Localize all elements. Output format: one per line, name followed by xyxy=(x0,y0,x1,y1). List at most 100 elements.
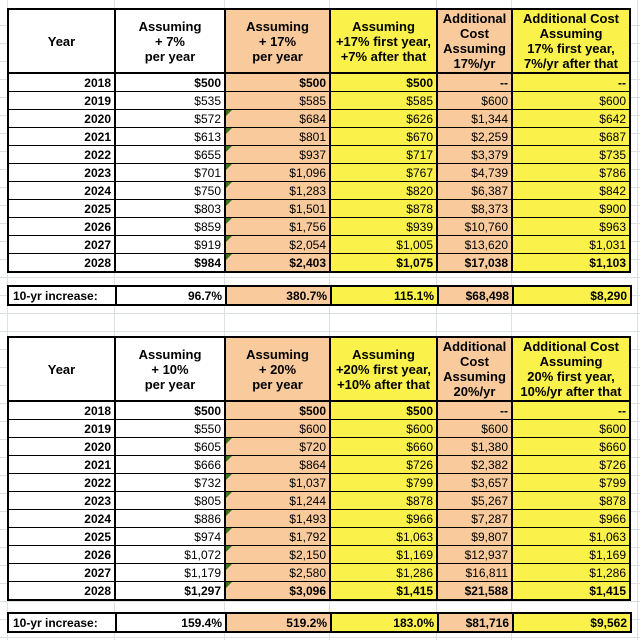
cell[interactable]: $3,657 xyxy=(436,473,513,492)
cell[interactable]: $6,387 xyxy=(436,181,513,200)
cell[interactable]: $655 xyxy=(114,145,226,164)
cell[interactable]: $732 xyxy=(114,473,226,492)
cell[interactable]: $799 xyxy=(329,473,438,492)
cell[interactable]: $500 xyxy=(329,400,438,420)
cell[interactable]: 2021 xyxy=(7,455,116,474)
cell[interactable]: 10-yr increase: xyxy=(7,612,117,633)
cell[interactable]: $1,096 xyxy=(224,163,331,182)
cell[interactable]: $859 xyxy=(114,217,226,236)
cell[interactable]: 115.1% xyxy=(330,285,439,306)
cell[interactable]: $1,756 xyxy=(224,217,331,236)
cell[interactable]: $500 xyxy=(114,72,226,92)
cell[interactable]: $5,267 xyxy=(436,491,513,510)
cell[interactable]: $805 xyxy=(114,491,226,510)
cell[interactable]: $1,286 xyxy=(329,563,438,582)
cell[interactable]: $500 xyxy=(224,72,331,92)
cell[interactable]: $963 xyxy=(511,217,631,236)
cell[interactable]: $878 xyxy=(329,199,438,218)
cell[interactable]: $600 xyxy=(329,419,438,438)
column-header-cell[interactable]: Additional Cost Assuming 17% first year,… xyxy=(511,8,631,74)
cell[interactable]: $585 xyxy=(224,91,331,110)
cell[interactable]: $1,005 xyxy=(329,235,438,254)
cell[interactable]: $660 xyxy=(511,437,631,456)
cell[interactable]: $1,063 xyxy=(329,527,438,546)
cell[interactable]: $1,415 xyxy=(511,581,631,601)
cell[interactable]: 2021 xyxy=(7,127,116,146)
cell[interactable]: $642 xyxy=(511,109,631,128)
cell[interactable]: $726 xyxy=(329,455,438,474)
column-header-cell[interactable]: Assuming + 10% per year xyxy=(114,336,226,402)
cell[interactable]: $500 xyxy=(224,400,331,420)
cell[interactable]: 2020 xyxy=(7,437,116,456)
cell[interactable]: $1,380 xyxy=(436,437,513,456)
cell[interactable]: $2,382 xyxy=(436,455,513,474)
column-header-cell[interactable]: Assuming + 20% per year xyxy=(224,336,331,402)
cell[interactable]: $974 xyxy=(114,527,226,546)
column-header-cell[interactable]: Year xyxy=(7,336,116,402)
cell[interactable]: $8,290 xyxy=(512,285,632,306)
cell[interactable]: $2,259 xyxy=(436,127,513,146)
cell[interactable]: 2025 xyxy=(7,527,116,546)
column-header-cell[interactable]: Additional Cost Assuming 20% first year,… xyxy=(511,336,631,402)
cell[interactable]: 2019 xyxy=(7,419,116,438)
cell[interactable]: $786 xyxy=(511,163,631,182)
column-header-cell[interactable]: Additional Cost Assuming 17%/yr xyxy=(436,8,513,74)
cell[interactable]: 10-yr increase: xyxy=(7,285,117,306)
cell[interactable]: 2020 xyxy=(7,109,116,128)
cell[interactable]: $3,379 xyxy=(436,145,513,164)
cell[interactable]: $8,373 xyxy=(436,199,513,218)
column-header-cell[interactable]: Assuming +17% first year, +7% after that xyxy=(329,8,438,74)
cell[interactable]: 2026 xyxy=(7,545,116,564)
cell[interactable]: $21,588 xyxy=(436,581,513,601)
cell[interactable]: $605 xyxy=(114,437,226,456)
column-header-cell[interactable]: Assuming +20% first year, +10% after tha… xyxy=(329,336,438,402)
cell[interactable]: $720 xyxy=(224,437,331,456)
cell[interactable]: $500 xyxy=(114,400,226,420)
cell[interactable]: $9,807 xyxy=(436,527,513,546)
cell[interactable]: $13,620 xyxy=(436,235,513,254)
cell[interactable]: $878 xyxy=(511,491,631,510)
cell[interactable]: 2028 xyxy=(7,253,116,273)
cell[interactable]: $10,760 xyxy=(436,217,513,236)
cell[interactable]: $966 xyxy=(329,509,438,528)
cell[interactable]: $1,344 xyxy=(436,109,513,128)
cell[interactable]: $9,562 xyxy=(512,612,632,633)
cell[interactable]: 96.7% xyxy=(115,285,227,306)
cell[interactable]: $535 xyxy=(114,91,226,110)
cell[interactable]: 2026 xyxy=(7,217,116,236)
cell[interactable]: $900 xyxy=(511,199,631,218)
cell[interactable]: $1,063 xyxy=(511,527,631,546)
cell[interactable]: $666 xyxy=(114,455,226,474)
cell[interactable]: $1,075 xyxy=(329,253,438,273)
cell[interactable]: $1,244 xyxy=(224,491,331,510)
cell[interactable]: $684 xyxy=(224,109,331,128)
cell[interactable]: $1,169 xyxy=(329,545,438,564)
cell[interactable]: $1,037 xyxy=(224,473,331,492)
cell[interactable]: $12,937 xyxy=(436,545,513,564)
cell[interactable]: $1,297 xyxy=(114,581,226,601)
cell[interactable]: $2,403 xyxy=(224,253,331,273)
cell[interactable]: $1,031 xyxy=(511,235,631,254)
cell[interactable]: $1,179 xyxy=(114,563,226,582)
cell[interactable]: $878 xyxy=(329,491,438,510)
cell[interactable]: 2023 xyxy=(7,491,116,510)
cell[interactable]: $1,103 xyxy=(511,253,631,273)
cell[interactable]: $966 xyxy=(511,509,631,528)
cell[interactable]: 380.7% xyxy=(225,285,332,306)
cell[interactable]: $939 xyxy=(329,217,438,236)
cell[interactable]: -- xyxy=(436,72,513,92)
cell[interactable]: $4,739 xyxy=(436,163,513,182)
cell[interactable]: 2022 xyxy=(7,145,116,164)
cell[interactable]: $600 xyxy=(511,91,631,110)
cell[interactable]: 2018 xyxy=(7,400,116,420)
cell[interactable]: 2027 xyxy=(7,563,116,582)
cell[interactable]: $842 xyxy=(511,181,631,200)
cell[interactable]: $803 xyxy=(114,199,226,218)
cell[interactable]: $572 xyxy=(114,109,226,128)
cell[interactable]: $799 xyxy=(511,473,631,492)
cell[interactable]: $1,415 xyxy=(329,581,438,601)
cell[interactable]: 2022 xyxy=(7,473,116,492)
cell[interactable]: $937 xyxy=(224,145,331,164)
cell[interactable]: -- xyxy=(436,400,513,420)
cell[interactable]: $1,283 xyxy=(224,181,331,200)
